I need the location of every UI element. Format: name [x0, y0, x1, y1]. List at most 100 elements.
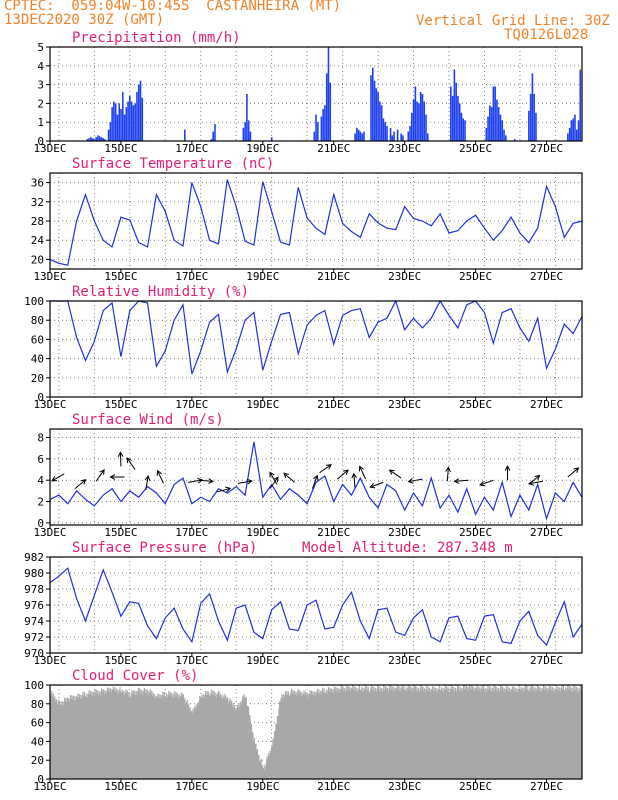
cloud-cover-bar — [566, 688, 568, 779]
cloud-cover-bar — [475, 688, 477, 779]
cloud-cover-bar — [576, 691, 578, 779]
pressure-xtick-label: 25DEC — [459, 654, 492, 667]
wind-vector — [359, 466, 367, 480]
cloud-cover-bar — [66, 701, 68, 779]
cloud-cover-bar — [575, 690, 577, 779]
cloud-cover-bar — [438, 685, 440, 779]
wind-vector — [74, 479, 86, 490]
cloud-cover-bar — [241, 700, 243, 779]
cloud-cover-bar — [129, 696, 131, 779]
cloud-cover-bar — [331, 692, 333, 779]
cloud-cover-bar — [548, 685, 550, 779]
cloud-cover-bar — [89, 694, 91, 779]
wind-ytick-label: 4 — [37, 474, 44, 487]
cloud-ytick-label: 80 — [31, 698, 44, 711]
cloud-cover-bar — [299, 691, 301, 779]
cloud-cover-bar — [468, 687, 470, 779]
cloud-cover-bar — [245, 696, 247, 779]
cloud-cover-bar — [415, 686, 417, 779]
cloud-cover-bar — [522, 691, 525, 779]
cloud-cover-bar — [92, 695, 94, 779]
cloud-cover-bar — [327, 690, 329, 779]
cloud-cover-bar — [558, 690, 560, 779]
cloud-cover-bar — [222, 699, 224, 779]
cloud-cover-bar — [265, 767, 267, 779]
cloud-cover-bar — [86, 697, 89, 779]
cloud-cover-bar — [392, 690, 394, 779]
precip-bar — [418, 103, 420, 141]
cloud-cover-bar — [259, 760, 261, 779]
cloud-cover-bar — [486, 688, 488, 779]
cloud-cover-bar — [477, 686, 479, 779]
precip-bar — [104, 139, 106, 141]
cloud-cover-bar — [317, 693, 319, 779]
precip-bar — [396, 129, 399, 141]
cloud-cover-bar — [435, 691, 437, 779]
precip-bar — [88, 138, 90, 141]
cloud-cover-bar — [117, 693, 120, 779]
precip-bar — [327, 47, 330, 141]
temp-xtick-label: 15DEC — [104, 270, 137, 283]
cloud-cover-bar — [473, 686, 475, 779]
wind-vector-head — [80, 479, 87, 485]
precip-xtick-label: 17DEC — [175, 142, 208, 155]
cloud-cover-bar — [540, 687, 542, 779]
cloud-cover-bar — [108, 687, 110, 779]
cloud-cover-bar — [218, 691, 220, 779]
cloud-cover-bar — [228, 703, 230, 779]
wind-vector-head — [273, 476, 279, 483]
precip-bar — [134, 103, 136, 141]
temp-ytick-label: 36 — [31, 177, 44, 190]
cloud-cover-bar — [559, 687, 561, 779]
cloud-cover-bar — [369, 688, 372, 779]
cloud-cover-bar — [307, 697, 310, 779]
wind-xtick-label: 27DEC — [530, 526, 563, 539]
cloud-cover-bar — [279, 701, 281, 779]
cloud-cover-bar — [520, 686, 522, 779]
precip-bar — [111, 107, 113, 141]
cloud-cover-bar — [69, 695, 72, 779]
cloud-cover-bar — [388, 688, 390, 779]
cloud-cover-bar — [82, 691, 84, 779]
cloud-cover-bar — [373, 687, 375, 779]
cloud-cover-bar — [488, 689, 490, 779]
precip-bar — [503, 129, 505, 141]
wind-vector — [567, 467, 579, 478]
cloud-cover-bar — [52, 693, 55, 779]
cloud-cover-bar — [493, 685, 495, 779]
cloud-cover-bar — [261, 765, 263, 779]
rh-xtick-label: 13DEC — [33, 398, 66, 411]
cloud-cover-bar — [285, 694, 287, 779]
precip-bar — [535, 112, 537, 141]
cloud-cover-bar — [308, 693, 310, 779]
cloud-cover-bar — [347, 686, 349, 779]
cloud-cover-bar — [344, 692, 346, 779]
wind-vector-head — [225, 486, 232, 493]
precip-bar — [184, 129, 186, 141]
wind-vector — [198, 479, 213, 482]
cloud-cover-bar — [250, 724, 253, 779]
cloud-cover-bar — [361, 687, 363, 779]
cloud-cover-bar — [577, 687, 579, 779]
precip-bar — [100, 137, 103, 141]
cloud-cover-bar — [567, 689, 570, 779]
cloud-cover-bar — [117, 689, 119, 779]
cloud-cover-bar — [472, 690, 474, 779]
cloud-cover-bar — [519, 690, 522, 779]
cloud-cover-bar — [354, 690, 356, 779]
cloud-cover-bar — [165, 696, 167, 779]
cloud-cover-bar — [463, 688, 465, 779]
cloud-cover-bar — [95, 689, 97, 779]
cloud-cover-bar — [400, 691, 402, 779]
wind-ytick-label: 6 — [37, 453, 44, 466]
cloud-cover-bar — [562, 685, 564, 779]
cloud-cover-bar — [63, 701, 65, 779]
cloud-cover-bar — [205, 694, 208, 779]
cloud-cover-bar — [551, 687, 553, 779]
cloud-cover-bar — [538, 690, 540, 779]
wind-xtick-label: 25DEC — [459, 526, 492, 539]
cloud-cover-bar — [94, 689, 96, 779]
cloud-cover-bar — [450, 685, 452, 779]
cloud-cover-bar — [364, 685, 366, 779]
cloud-cover-bar — [421, 686, 423, 779]
